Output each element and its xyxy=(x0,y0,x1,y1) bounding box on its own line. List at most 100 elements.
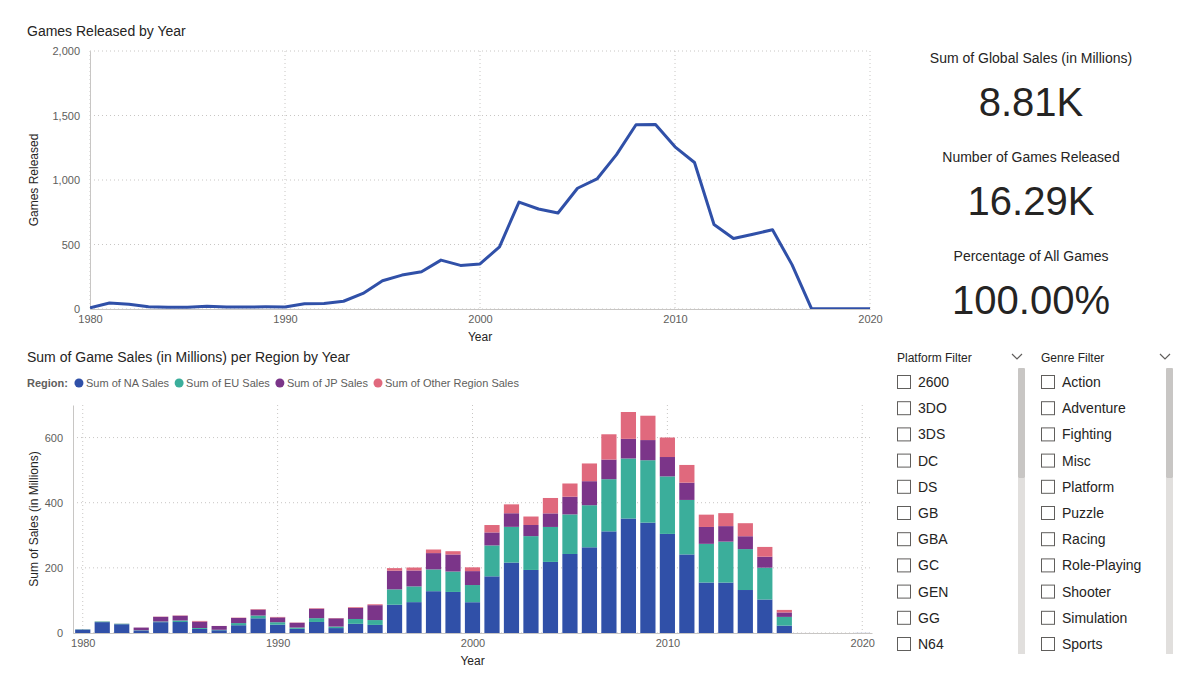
bar xyxy=(718,526,733,542)
slicer-dropdown[interactable] xyxy=(1012,354,1022,359)
bar xyxy=(406,602,421,633)
bar xyxy=(426,550,441,554)
checkbox[interactable] xyxy=(1042,402,1055,415)
bar xyxy=(582,481,597,505)
bar xyxy=(134,628,149,631)
slicer-item-label[interactable]: GEN xyxy=(918,584,948,600)
slicer-item-label[interactable]: GC xyxy=(918,557,939,573)
slicer-item[interactable]: Role-Playing xyxy=(1042,557,1142,573)
bar-series xyxy=(75,519,870,633)
slicer-item-label[interactable]: GB xyxy=(918,505,938,521)
checkbox[interactable] xyxy=(1042,585,1055,598)
bar xyxy=(426,553,441,569)
checkbox[interactable] xyxy=(898,402,911,415)
bar xyxy=(796,632,811,633)
slicer-item[interactable]: Fighting xyxy=(1042,426,1112,442)
checkbox[interactable] xyxy=(898,454,911,467)
bar xyxy=(95,621,110,622)
slicer-item-label[interactable]: Misc xyxy=(1062,453,1091,469)
tick-label: 0 xyxy=(57,627,63,639)
checkbox[interactable] xyxy=(898,376,911,389)
tick-label: 1980 xyxy=(71,637,95,649)
slicer-item-label[interactable]: 2600 xyxy=(918,374,949,390)
slicer-item-label[interactable]: Fighting xyxy=(1062,426,1112,442)
checkbox[interactable] xyxy=(898,585,911,598)
slicer-item-label[interactable]: Puzzle xyxy=(1062,505,1104,521)
slicer-item[interactable]: 2600 xyxy=(898,374,950,390)
scrollbar-track[interactable] xyxy=(1166,478,1173,654)
slicer-item[interactable]: Racing xyxy=(1042,531,1106,547)
slicer-item[interactable]: DC xyxy=(898,453,939,469)
slicer-item-label[interactable]: GG xyxy=(918,610,940,626)
checkbox[interactable] xyxy=(1042,611,1055,624)
slicer-item[interactable]: GEN xyxy=(898,584,949,600)
slicer-item[interactable]: DS xyxy=(898,479,938,495)
bar xyxy=(367,605,382,620)
checkbox[interactable] xyxy=(1042,480,1055,493)
slicer-item[interactable]: GC xyxy=(898,557,940,573)
slicer-item[interactable]: N64 xyxy=(898,636,944,652)
chart-title: Sum of Game Sales (in Millions) per Regi… xyxy=(27,349,350,365)
checkbox[interactable] xyxy=(898,480,911,493)
slicer-item[interactable]: GBA xyxy=(898,531,949,547)
slicer-item-label[interactable]: 3DO xyxy=(918,400,947,416)
checkbox[interactable] xyxy=(898,611,911,624)
slicer-item-label[interactable]: 3DS xyxy=(918,426,945,442)
axis-line xyxy=(90,52,91,310)
slicer-dropdown[interactable] xyxy=(1160,354,1170,359)
slicer-item-label[interactable]: DC xyxy=(918,453,938,469)
bar xyxy=(75,629,90,630)
checkbox[interactable] xyxy=(1042,559,1055,572)
bar xyxy=(816,633,831,634)
checkbox[interactable] xyxy=(898,533,911,546)
slicer-item-label[interactable]: DS xyxy=(918,479,937,495)
scrollbar[interactable] xyxy=(1166,368,1173,478)
slicer-item-label[interactable]: Adventure xyxy=(1062,400,1126,416)
bar xyxy=(426,569,441,591)
slicer-item-label[interactable]: Platform xyxy=(1062,479,1114,495)
slicer-item[interactable]: Shooter xyxy=(1042,584,1112,600)
slicer-item-label[interactable]: Role-Playing xyxy=(1062,557,1141,573)
bar xyxy=(504,504,519,513)
checkbox[interactable] xyxy=(898,638,911,651)
slicer-item-label[interactable]: Shooter xyxy=(1062,584,1111,600)
bar xyxy=(309,622,324,633)
slicer-item[interactable]: Adventure xyxy=(1042,400,1127,416)
slicer-item[interactable]: Puzzle xyxy=(1042,505,1105,521)
checkbox[interactable] xyxy=(1042,533,1055,546)
checkbox[interactable] xyxy=(898,507,911,520)
plot-area xyxy=(90,124,870,308)
checkbox[interactable] xyxy=(1042,454,1055,467)
slicer-item[interactable]: GB xyxy=(898,505,939,521)
checkbox[interactable] xyxy=(898,559,911,572)
slicer-item[interactable]: Misc xyxy=(1042,453,1091,469)
legend-label: Sum of EU Sales xyxy=(186,377,270,389)
scrollbar[interactable] xyxy=(1018,368,1025,478)
slicer-item-label[interactable]: Simulation xyxy=(1062,610,1127,626)
slicer-item-label[interactable]: Racing xyxy=(1062,531,1106,547)
slicer-item-label[interactable]: Sports xyxy=(1062,636,1102,652)
checkbox[interactable] xyxy=(898,428,911,441)
slicer-item[interactable]: 3DO xyxy=(898,400,947,416)
slicer-item[interactable]: Sports xyxy=(1042,636,1103,652)
checkbox[interactable] xyxy=(1042,507,1055,520)
slicer-item[interactable]: 3DS xyxy=(898,426,946,442)
bar xyxy=(757,557,772,568)
checkbox[interactable] xyxy=(1042,428,1055,441)
slicer-item[interactable]: Platform xyxy=(1042,479,1115,495)
bar xyxy=(153,622,168,633)
slicer-item[interactable]: GG xyxy=(898,610,940,626)
tick: 600 xyxy=(45,432,73,444)
slicer-item[interactable]: Simulation xyxy=(1042,610,1128,626)
slicer-item-label[interactable]: Action xyxy=(1062,374,1101,390)
bar xyxy=(601,434,616,459)
checkbox[interactable] xyxy=(1042,376,1055,389)
slicer-item-label[interactable]: GBA xyxy=(918,531,948,547)
checkbox[interactable] xyxy=(1042,638,1055,651)
bar xyxy=(640,523,655,633)
slicer-item[interactable]: Action xyxy=(1042,374,1101,390)
bar xyxy=(660,457,675,476)
slicer-item-label[interactable]: N64 xyxy=(918,636,944,652)
bar xyxy=(309,609,324,618)
scrollbar-track[interactable] xyxy=(1018,478,1025,654)
